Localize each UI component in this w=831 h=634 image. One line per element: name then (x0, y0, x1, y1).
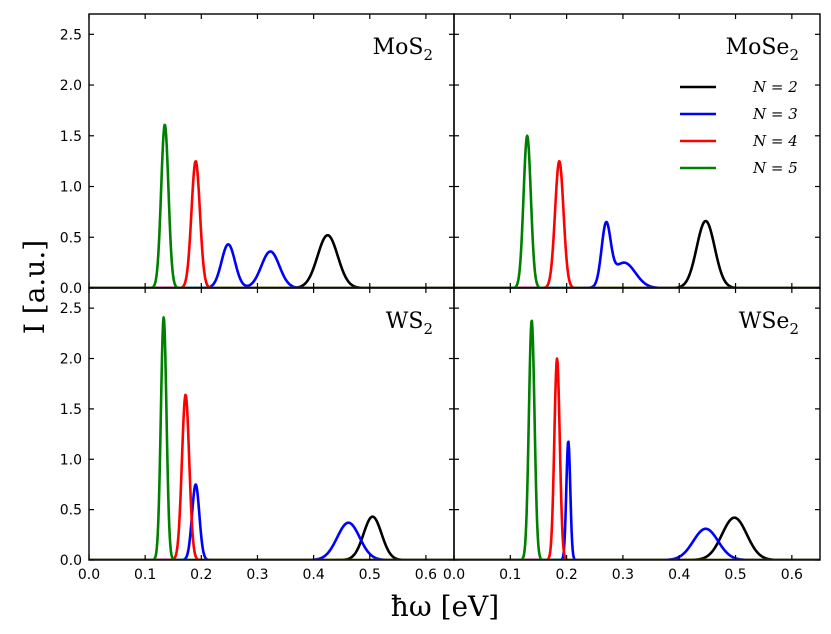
panel-title: WSe2 (739, 309, 799, 338)
series-line-n4 (89, 393, 454, 560)
x-axis-title: ħω [eV] (391, 590, 499, 623)
x-tick-label: 0.4 (668, 567, 690, 583)
x-tick-label: 0.2 (555, 567, 577, 583)
y-tick-label: 1.5 (60, 402, 82, 418)
x-tick-label: 0.1 (499, 567, 521, 583)
y-tick-label: 1.5 (60, 129, 82, 145)
y-tick-label: 0.0 (60, 281, 82, 297)
x-tick-label: 0.0 (78, 567, 100, 583)
x-tick-label: 0.5 (724, 567, 746, 583)
x-tick-label: 0.1 (134, 567, 156, 583)
y-tick-label: 0.0 (60, 553, 82, 569)
y-tick-label: 2.5 (60, 27, 82, 43)
series-line-n2 (89, 233, 454, 288)
y-tick-label: 1.0 (60, 180, 82, 196)
x-tick-label: 0.6 (781, 567, 803, 583)
series-line-n2 (454, 516, 820, 560)
panel-4: 0.0 0.1 0.2 0.3 0.4 0.5 0.6 WSe2 (443, 287, 821, 583)
labels-layer: ħω [eV] I [a.u.] (18, 240, 499, 623)
legend-label: N = 5 (752, 159, 798, 177)
series-line-n5 (89, 316, 454, 560)
series-line-n3 (89, 243, 454, 288)
y-axis-title: I [a.u.] (18, 240, 51, 334)
x-tick-label: 0.0 (443, 567, 465, 583)
y-tick-label: 0.5 (60, 230, 82, 246)
x-tick-label: 0.4 (302, 567, 324, 583)
legend-label: N = 2 (752, 78, 798, 96)
panel-title: WS2 (386, 309, 433, 338)
x-tick-label: 0.2 (190, 567, 212, 583)
series-line-n4 (454, 159, 820, 288)
series-line-n3 (89, 483, 454, 560)
legend: N = 2 N = 3 N = 4 N = 5 (680, 78, 798, 177)
series-line-n4 (454, 357, 820, 560)
y-tick-label: 2.0 (60, 352, 82, 368)
panel-3: 0.0 0.1 0.2 0.3 0.4 0.5 0.6 0.0 0.5 1.0 1.5 2.0 2.5 W… (60, 287, 455, 583)
y-tick-label: 1.0 (60, 452, 82, 468)
panel-1: 0.0 0.5 1.0 1.5 2.0 2.5 MoS2 (60, 13, 455, 297)
series-line-n4 (89, 159, 454, 288)
series-line-n3 (454, 220, 820, 288)
x-tick-label: 0.3 (246, 567, 268, 583)
legend-label: N = 4 (752, 132, 798, 150)
x-tick-label: 0.5 (359, 567, 381, 583)
series-line-n3 (454, 440, 820, 560)
x-tick-label: 0.3 (612, 567, 634, 583)
panel-frame (453, 287, 821, 561)
y-tick-label: 0.5 (60, 503, 82, 519)
y-tick-label: 2.0 (60, 78, 82, 94)
panel-2: MoSe2 (453, 13, 821, 289)
series-line-n2 (89, 515, 454, 560)
series-line-n5 (89, 123, 454, 288)
x-tick-label: 0.6 (415, 567, 437, 583)
panel-title: MoS2 (373, 35, 433, 64)
series-line-n2 (454, 219, 820, 288)
y-tick-label: 2.5 (60, 301, 82, 317)
series-line-n5 (454, 319, 820, 560)
panel-title: MoSe2 (726, 35, 799, 64)
legend-label: N = 3 (752, 105, 798, 123)
